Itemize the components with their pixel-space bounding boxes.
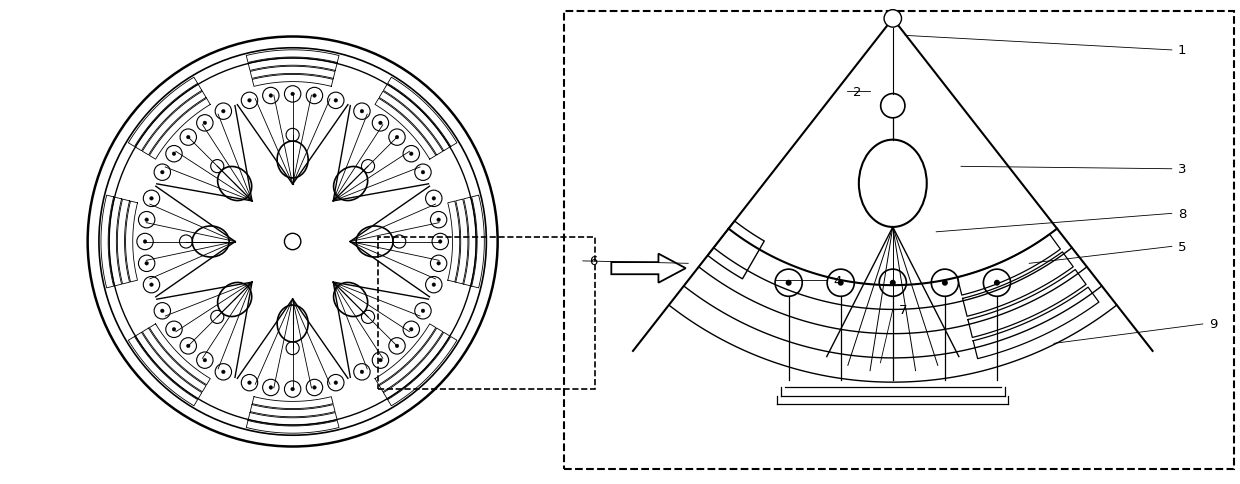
Bar — [564, 12, 1234, 469]
Circle shape — [334, 381, 337, 385]
Circle shape — [312, 94, 316, 98]
Circle shape — [172, 152, 176, 156]
Circle shape — [942, 280, 947, 286]
Circle shape — [203, 122, 207, 125]
Text: 4: 4 — [833, 274, 842, 287]
Circle shape — [248, 381, 252, 385]
Circle shape — [203, 359, 207, 362]
Bar — [378, 237, 595, 390]
Circle shape — [432, 197, 435, 201]
Circle shape — [186, 344, 190, 348]
Text: 2: 2 — [853, 86, 862, 98]
Circle shape — [884, 11, 901, 28]
Circle shape — [360, 110, 363, 114]
Circle shape — [160, 171, 164, 175]
Circle shape — [222, 370, 226, 374]
Text: 6: 6 — [589, 255, 598, 268]
Circle shape — [291, 93, 294, 96]
Circle shape — [150, 197, 154, 201]
Circle shape — [145, 262, 149, 266]
Text: 7: 7 — [899, 303, 908, 316]
Circle shape — [248, 99, 252, 103]
Circle shape — [439, 240, 441, 244]
Circle shape — [409, 328, 413, 332]
Text: 9: 9 — [1209, 318, 1218, 331]
Circle shape — [150, 283, 154, 287]
Circle shape — [378, 122, 382, 125]
Circle shape — [422, 171, 425, 175]
Circle shape — [291, 388, 294, 391]
Circle shape — [786, 280, 791, 286]
Circle shape — [334, 99, 337, 103]
Circle shape — [222, 110, 226, 114]
Text: 3: 3 — [1178, 163, 1187, 176]
Circle shape — [890, 280, 895, 286]
Text: 5: 5 — [1178, 241, 1187, 253]
Circle shape — [172, 328, 176, 332]
Circle shape — [360, 370, 363, 374]
Circle shape — [269, 386, 273, 390]
Circle shape — [160, 309, 164, 313]
Text: 1: 1 — [1178, 45, 1187, 57]
Circle shape — [378, 359, 382, 362]
Circle shape — [838, 280, 843, 286]
Circle shape — [436, 262, 440, 266]
Circle shape — [409, 152, 413, 156]
Circle shape — [396, 344, 399, 348]
Circle shape — [994, 280, 999, 286]
Text: 8: 8 — [1178, 208, 1187, 220]
FancyArrow shape — [611, 254, 686, 283]
Circle shape — [436, 218, 440, 222]
Circle shape — [432, 283, 435, 287]
Circle shape — [186, 136, 190, 140]
Circle shape — [144, 240, 146, 244]
Circle shape — [422, 309, 425, 313]
Circle shape — [312, 386, 316, 390]
Circle shape — [396, 136, 399, 140]
Circle shape — [145, 218, 149, 222]
Circle shape — [269, 94, 273, 98]
